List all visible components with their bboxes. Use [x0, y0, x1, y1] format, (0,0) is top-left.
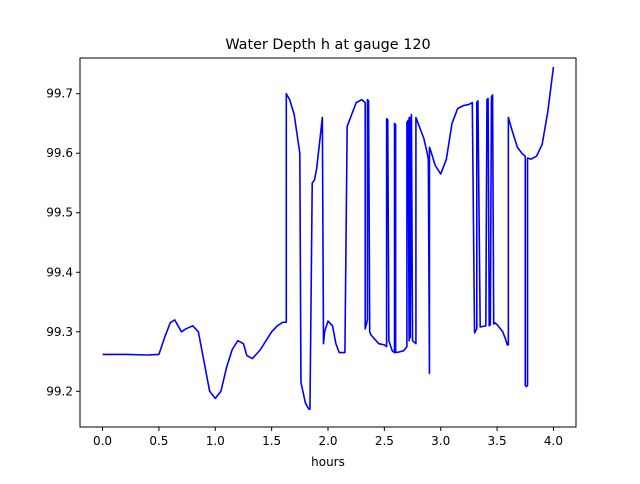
series-line-0: [102, 66, 555, 410]
chart-title: Water Depth h at gauge 120: [225, 37, 430, 53]
y-tick-label: 99.5: [46, 206, 73, 220]
x-tick-label: 0.5: [149, 434, 168, 448]
y-tick-label: 99.4: [46, 265, 73, 279]
x-tick-label: 0.0: [93, 434, 112, 448]
x-tick-label: 4.0: [544, 434, 563, 448]
x-tick-label: 1.5: [262, 434, 281, 448]
y-tick-label: 99.6: [46, 146, 73, 160]
x-tick-label: 1.0: [206, 434, 225, 448]
plot-area: [102, 66, 555, 410]
x-tick-label: 2.5: [375, 434, 394, 448]
x-tick-label: 3.5: [488, 434, 507, 448]
axes: 0.0 0.5 1.0 1.5 2.0 2.5 3.0 3.5 4.0 99.2 99.3 99.4 9…: [46, 57, 577, 448]
y-tick-label: 99.3: [46, 325, 73, 339]
x-tick-label: 2.0: [318, 434, 337, 448]
x-axis-label: hours: [311, 455, 345, 469]
y-tick-label: 99.2: [46, 384, 73, 398]
x-tick-label: 3.0: [431, 434, 450, 448]
y-tick-label: 99.7: [46, 87, 73, 101]
